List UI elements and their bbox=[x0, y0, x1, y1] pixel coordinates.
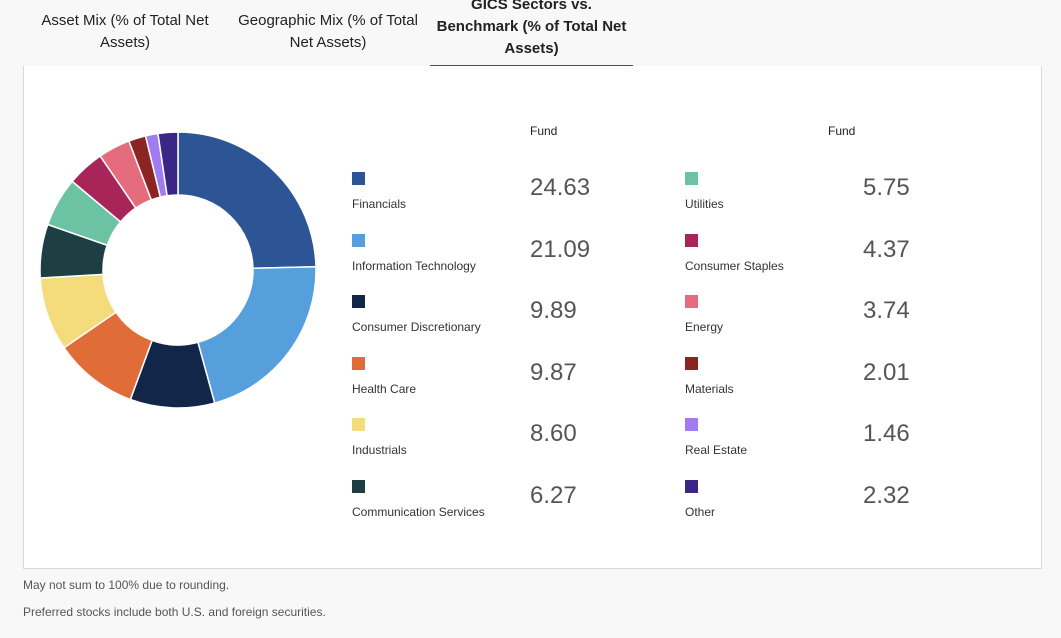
legend-value: 24.63 bbox=[530, 174, 591, 201]
fund-column-header-left: Fund bbox=[530, 124, 558, 138]
legend-value: 2.01 bbox=[863, 358, 910, 386]
legend-swatch bbox=[352, 356, 365, 370]
donut-slice-information-technology[interactable] bbox=[197, 266, 317, 404]
legend-row: Consumer Staples 4.37 bbox=[685, 233, 1015, 284]
legend-row: Industrials 8.60 bbox=[352, 418, 682, 468]
sector-panel: Fund Fund Financials 24.63 Information Tec… bbox=[23, 66, 1042, 569]
legend-value: 6.27 bbox=[530, 482, 577, 509]
tab-gics-sectors[interactable]: GICS Sectors vs. Benchmark (% of Total N… bbox=[430, 0, 633, 68]
legend-swatch bbox=[685, 418, 698, 432]
legend-label: Communication Services bbox=[352, 505, 485, 519]
legend-value: 2.32 bbox=[863, 482, 910, 509]
legend-row: Materials 2.01 bbox=[685, 356, 1015, 407]
legend-label: Financials bbox=[352, 197, 407, 211]
legend-label: Health Care bbox=[352, 381, 417, 396]
tab-geographic-mix[interactable]: Geographic Mix (% of Total Net Assets) bbox=[229, 0, 427, 64]
legend-value: 8.60 bbox=[530, 420, 577, 448]
tab-geographic-mix-label: Geographic Mix (% of Total Net Assets) bbox=[238, 12, 418, 51]
legend-row: Utilities 5.75 bbox=[685, 172, 1015, 222]
legend-label: Utilities bbox=[685, 197, 724, 211]
sector-donut-chart bbox=[39, 131, 317, 409]
legend-label: Materials bbox=[685, 381, 734, 396]
legend-row: Information Technology 21.09 bbox=[352, 233, 682, 284]
donut-slice-other[interactable] bbox=[157, 131, 179, 197]
legend-swatch bbox=[685, 233, 698, 247]
legend-swatch bbox=[685, 172, 698, 185]
legend-row: Communication Services 6.27 bbox=[352, 480, 682, 530]
legend-swatch bbox=[352, 295, 365, 309]
legend-row: Financials 24.63 bbox=[352, 172, 682, 222]
legend-swatch bbox=[352, 480, 365, 493]
tab-bar: Asset Mix (% of Total Net Assets) Geogra… bbox=[23, 0, 1042, 68]
legend-label: Other bbox=[685, 505, 716, 519]
legend-label: Industrials bbox=[352, 443, 407, 458]
legend-label: Real Estate bbox=[685, 443, 748, 458]
donut-slice-financials[interactable] bbox=[177, 131, 317, 270]
legend-swatch bbox=[352, 418, 365, 432]
legend-label: Energy bbox=[685, 320, 724, 335]
legend-swatch bbox=[685, 356, 698, 370]
legend-value: 1.46 bbox=[863, 420, 910, 448]
fund-column-header-right: Fund bbox=[828, 124, 856, 138]
legend-value: 5.75 bbox=[863, 174, 910, 201]
legend-row: Real Estate 1.46 bbox=[685, 418, 1015, 468]
legend-value: 3.74 bbox=[863, 297, 910, 325]
rounding-note: May not sum to 100% due to rounding. bbox=[23, 578, 230, 592]
tab-asset-mix-label: Asset Mix (% of Total Net Assets) bbox=[41, 12, 209, 51]
preferred-stocks-note: Preferred stocks include both U.S. and f… bbox=[23, 605, 326, 619]
legend-label: Consumer Discretionary bbox=[352, 320, 481, 335]
legend-swatch bbox=[352, 233, 365, 247]
tab-asset-mix[interactable]: Asset Mix (% of Total Net Assets) bbox=[23, 0, 227, 64]
tab-gics-sectors-label: GICS Sectors vs. Benchmark (% of Total N… bbox=[436, 0, 627, 57]
legend-value: 4.37 bbox=[863, 235, 910, 263]
legend-label: Information Technology bbox=[352, 258, 476, 273]
legend-swatch bbox=[685, 480, 698, 493]
legend-swatch bbox=[352, 172, 365, 185]
legend-value: 21.09 bbox=[530, 235, 591, 263]
legend-row: Energy 3.74 bbox=[685, 295, 1015, 345]
legend-swatch bbox=[685, 295, 698, 309]
legend-row: Consumer Discretionary 9.89 bbox=[352, 295, 682, 345]
legend-row: Other 2.32 bbox=[685, 480, 1015, 530]
legend-row: Health Care 9.87 bbox=[352, 356, 682, 407]
legend-label: Consumer Staples bbox=[685, 258, 784, 273]
legend-value: 9.87 bbox=[530, 358, 577, 386]
legend-value: 9.89 bbox=[530, 297, 577, 325]
